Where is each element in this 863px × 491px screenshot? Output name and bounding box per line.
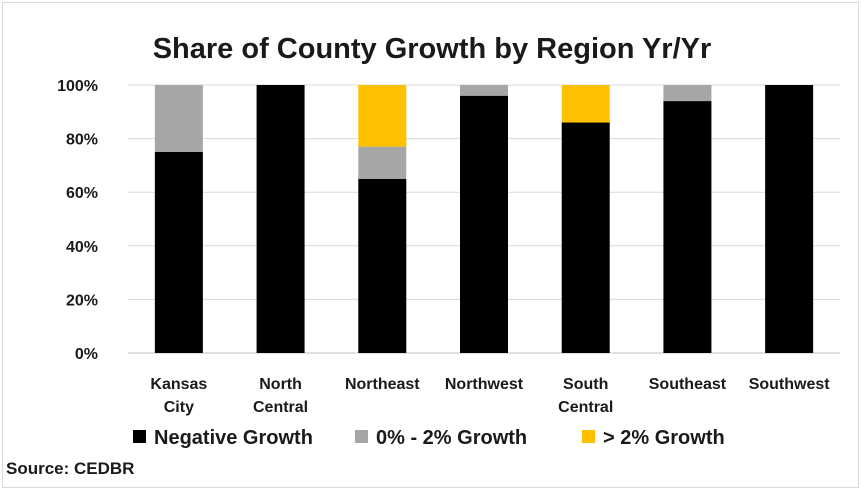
legend-label: > 2% Growth <box>603 427 725 449</box>
y-tick-label: 20% <box>66 292 98 309</box>
bar-segment <box>561 85 610 123</box>
legend-swatch <box>582 430 595 443</box>
legend-label: 0% - 2% Growth <box>376 427 527 449</box>
chart-title: Share of County Growth by Region Yr/Yr <box>153 33 712 65</box>
x-tick-label: Southeast <box>649 376 727 393</box>
x-tick-label: Central <box>558 399 613 416</box>
bar-segment <box>358 85 407 147</box>
y-tick-label: 60% <box>66 185 98 202</box>
legend-swatch <box>355 430 368 443</box>
y-tick-label: 40% <box>66 239 98 256</box>
legend-label: Negative Growth <box>154 427 313 449</box>
bar-segment <box>154 85 203 152</box>
legend: Negative Growth 0% - 2% Growth > 2% Growth <box>133 427 725 449</box>
bars <box>154 85 814 354</box>
bar-segment <box>765 85 814 353</box>
x-axis-ticks: Kansas City North Central Northeast Northwest… <box>150 376 830 416</box>
y-tick-label: 80% <box>66 132 98 149</box>
bar-segment <box>663 85 712 102</box>
x-tick-label: South <box>563 376 608 393</box>
x-tick-label: Southwest <box>749 376 831 393</box>
x-tick-label: North <box>259 376 302 393</box>
bar-segment <box>358 146 407 179</box>
y-tick-label: 0% <box>75 346 98 363</box>
legend-swatch <box>133 430 146 443</box>
y-tick-label: 100% <box>57 78 98 95</box>
bar-segment <box>663 101 712 353</box>
y-axis-ticks: 0% 20% 40% 60% 80% 100% <box>57 78 98 363</box>
bar-segment <box>460 85 508 96</box>
bar-segment <box>154 152 203 353</box>
bar-segment <box>256 85 305 353</box>
x-tick-label: Northwest <box>445 376 524 393</box>
source-note: Source: CEDBR <box>6 459 135 478</box>
bar-segment <box>460 95 508 353</box>
bar-segment <box>358 178 407 353</box>
x-tick-label: Kansas <box>150 376 207 393</box>
bar-segment <box>561 122 610 354</box>
x-tick-label: Northeast <box>345 376 420 393</box>
x-tick-label: City <box>164 399 194 416</box>
x-tick-label: Central <box>253 399 308 416</box>
